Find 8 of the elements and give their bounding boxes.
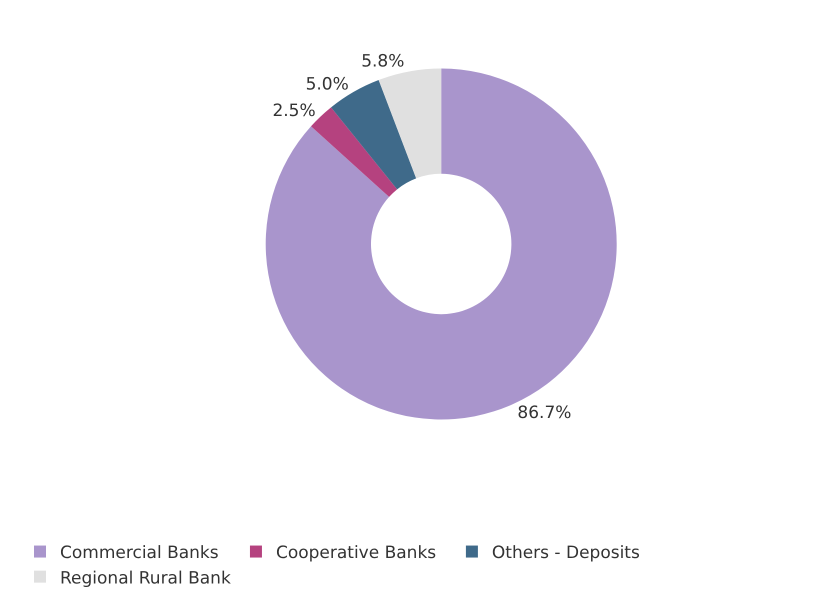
data-label: 2.5% bbox=[272, 101, 316, 122]
data-label: 5.8% bbox=[361, 52, 404, 72]
legend-label: Regional Rural Bank bbox=[60, 568, 231, 588]
legend-label: Others - Deposits bbox=[492, 543, 640, 564]
data-label: 5.0% bbox=[306, 74, 349, 94]
legend-label: Commercial Banks bbox=[60, 543, 219, 564]
data-label: 86.7% bbox=[517, 402, 572, 423]
legend-label: Cooperative Banks bbox=[276, 543, 436, 564]
